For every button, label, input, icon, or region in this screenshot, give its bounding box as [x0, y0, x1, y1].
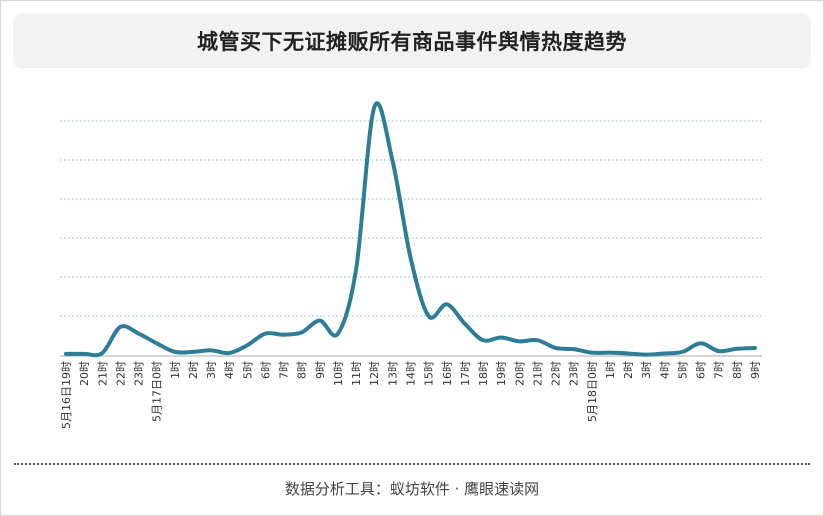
data-point: [662, 351, 666, 355]
data-point: [427, 314, 431, 318]
x-tick-label: 22时: [114, 361, 127, 386]
data-point: [372, 105, 376, 109]
data-point: [608, 351, 612, 355]
data-point: [318, 319, 322, 323]
x-tick-label: 4时: [658, 361, 671, 379]
footer-divider: [14, 463, 810, 465]
x-tick-label: 5月17日0时: [151, 361, 164, 422]
x-tick-label: 20时: [78, 361, 91, 386]
data-point: [481, 338, 485, 342]
x-tick-label: 18时: [477, 361, 490, 386]
title-bar: 城管买下无证摊贩所有商品事件舆情热度趋势: [13, 14, 811, 68]
data-point: [463, 322, 467, 326]
x-tick-label: 5月16日19时: [60, 361, 73, 429]
x-tick-label: 15时: [423, 361, 436, 386]
data-point: [227, 351, 231, 355]
data-point: [209, 348, 213, 352]
x-tick-label: 4时: [223, 361, 236, 379]
x-tick-label: 21时: [96, 361, 109, 386]
x-tick-label: 23时: [133, 361, 146, 386]
data-point: [64, 352, 68, 356]
x-tick-label: 6时: [695, 361, 708, 379]
data-point: [173, 350, 177, 354]
data-point: [517, 339, 521, 343]
data-point: [354, 267, 358, 271]
x-tick-label: 5月18日0时: [586, 361, 599, 422]
x-tick-label: 19时: [495, 361, 508, 386]
data-point: [699, 341, 703, 345]
data-point: [245, 343, 249, 347]
data-point: [572, 347, 576, 351]
chart-title: 城管买下无证摊贩所有商品事件舆情热度趋势: [197, 30, 627, 54]
x-tick-label: 2时: [187, 361, 200, 379]
x-tick-label: 13时: [386, 361, 399, 386]
heat-trend-line: [64, 101, 757, 358]
x-tick-label: 21时: [531, 361, 544, 386]
x-tick-label: 3时: [205, 361, 218, 379]
data-point: [680, 350, 684, 354]
data-point: [445, 302, 449, 306]
x-tick-label: 6时: [259, 361, 272, 379]
data-point: [263, 332, 267, 336]
x-tick-label: 23时: [568, 361, 581, 386]
x-tick-label: 8时: [731, 361, 744, 379]
data-point: [717, 349, 721, 353]
x-tick-label: 16时: [441, 361, 454, 386]
x-tick-label: 8时: [296, 361, 309, 379]
x-tick-label: 3时: [640, 361, 653, 379]
data-point: [535, 338, 539, 342]
data-point: [282, 333, 286, 337]
x-tick-label: 9时: [749, 361, 762, 379]
x-tick-label: 7时: [278, 361, 291, 379]
data-point: [82, 352, 86, 356]
x-tick-label: 1时: [604, 361, 617, 379]
data-point: [626, 351, 630, 355]
x-tick-label: 7时: [713, 361, 726, 379]
x-tick-label: 11时: [350, 361, 363, 386]
x-tick-label: 2时: [622, 361, 635, 379]
x-tick-label: 5时: [241, 361, 254, 379]
data-point: [590, 351, 594, 355]
x-tick-label: 22时: [550, 361, 563, 386]
data-point: [644, 353, 648, 357]
trend-chart: 5月16日19时 20时 21时 22时 23时 5月17日0时 1时 2时 3时 4时 5时 6时 7…: [60, 101, 762, 429]
x-tick-label: 9时: [314, 361, 327, 379]
data-point: [118, 325, 122, 329]
data-points: [64, 105, 757, 356]
data-point: [155, 341, 159, 345]
data-point: [191, 350, 195, 354]
data-point: [753, 346, 757, 350]
x-tick-label: 5时: [676, 361, 689, 379]
data-point: [409, 256, 413, 260]
data-point: [300, 330, 304, 334]
x-tick-label: 10时: [332, 361, 345, 386]
x-tick-label: 12时: [368, 361, 381, 386]
data-point: [100, 351, 104, 355]
x-tick-labels: 5月16日19时 20时 21时 22时 23时 5月17日0时 1时 2时 3时 4时 5时 6时 7…: [60, 361, 762, 429]
grid-lines: [60, 120, 762, 317]
data-point: [735, 347, 739, 351]
x-tick-label: 14时: [405, 361, 418, 386]
footer-source: 数据分析工具：蚁坊软件 · 鹰眼速读网: [284, 480, 540, 498]
x-tick-label: 20时: [513, 361, 526, 386]
data-point: [390, 158, 394, 162]
x-tick-label: 17时: [459, 361, 472, 386]
data-point: [336, 332, 340, 336]
x-tick-label: 1时: [169, 361, 182, 379]
data-point: [499, 335, 503, 339]
data-point: [554, 346, 558, 350]
data-point: [137, 332, 141, 336]
